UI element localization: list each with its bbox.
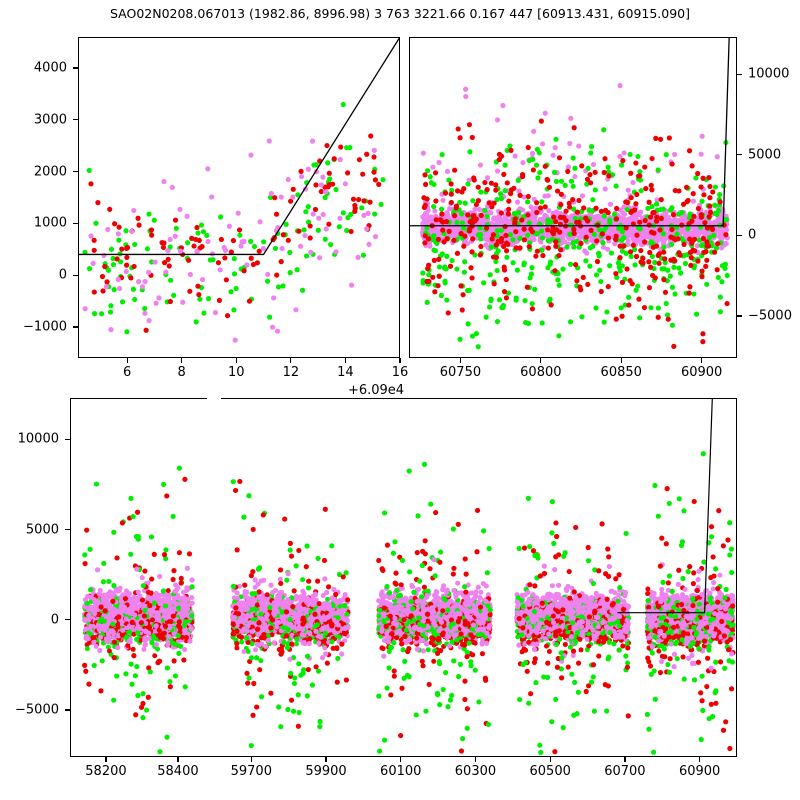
scatter-canvas-zoom-recent: [78, 37, 400, 343]
x-tick-label: 60700: [604, 764, 646, 779]
plot-panel-full-baseline[interactable]: [70, 395, 737, 757]
y-tick-label: 1000: [33, 215, 67, 231]
x-tick-mark: [474, 757, 477, 762]
y-tick-label: 0: [50, 612, 59, 628]
y-tick-mark: [737, 315, 742, 317]
plot-area-full-baseline: [70, 398, 737, 757]
y-tick-label: −5000: [748, 308, 792, 324]
x-tick-label: 60900: [680, 365, 723, 380]
x-tick-label: 12: [282, 365, 300, 380]
y-tick-mark: [737, 154, 742, 156]
x-axis-offset-text: +6.09e4: [347, 383, 405, 398]
x-tick-mark: [624, 757, 626, 762]
y-tick-label: 3000: [33, 112, 67, 128]
x-tick-label: 60750: [439, 365, 482, 380]
figure-title: SAO02N0208.067013 (1982.86, 8996.98) 3 7…: [109, 6, 691, 21]
y-tick-label: −1000: [23, 319, 67, 335]
y-tick-mark: [737, 73, 742, 75]
x-tick-mark: [699, 757, 701, 762]
x-tick-mark: [400, 757, 402, 762]
y-tick-label: 4000: [33, 60, 67, 76]
x-tick-mark: [235, 358, 237, 363]
x-tick-label: 58200: [85, 764, 127, 779]
y-tick-label: 5000: [25, 522, 59, 538]
x-tick-mark: [177, 757, 179, 762]
plot-panel-zoom-recent[interactable]: [78, 37, 400, 358]
x-tick-label: 8: [177, 365, 186, 380]
x-tick-label: 16: [391, 365, 409, 380]
x-tick-label: 60800: [520, 365, 562, 380]
y-tick-label: 0: [58, 267, 67, 283]
x-tick-label: 60300: [454, 764, 497, 779]
x-tick-mark: [325, 757, 327, 762]
plot-panel-season-recent[interactable]: [409, 37, 737, 358]
x-tick-label: 6: [122, 365, 132, 380]
x-tick-label: 60500: [529, 764, 571, 779]
y-tick-label: 10000: [748, 66, 790, 82]
y-tick-label: 2000: [33, 164, 67, 180]
y-tick-label: 5000: [748, 147, 782, 163]
x-tick-mark: [344, 358, 346, 363]
x-tick-mark: [105, 757, 107, 762]
x-tick-label: 58400: [157, 764, 199, 779]
x-tick-mark: [459, 358, 462, 363]
plot-area-zoom-recent: [78, 37, 400, 358]
scatter-canvas-full-baseline: [81, 398, 736, 757]
x-tick-label: 60100: [380, 764, 422, 779]
x-tick-mark: [250, 757, 252, 762]
x-tick-mark: [549, 757, 551, 762]
x-tick-mark: [290, 358, 292, 363]
x-tick-mark: [181, 358, 183, 363]
x-tick-label: 60900: [678, 764, 721, 779]
x-tick-mark: [540, 358, 542, 363]
y-tick-label: −5000: [15, 702, 59, 718]
scatter-canvas-season-recent: [409, 37, 730, 358]
y-tick-label: 10000: [17, 431, 59, 447]
x-tick-mark: [620, 358, 622, 363]
x-tick-label: 59700: [230, 764, 272, 779]
x-tick-label: 60850: [600, 365, 642, 380]
axis-break-gap: [206, 395, 222, 401]
x-tick-label: 14: [337, 365, 354, 380]
x-tick-label: 10: [227, 365, 245, 380]
plot-area-season-recent: [409, 37, 737, 358]
x-tick-mark: [701, 358, 703, 363]
y-tick-mark: [737, 234, 742, 236]
x-tick-label: 59900: [305, 764, 347, 779]
x-tick-mark: [399, 358, 401, 363]
x-tick-mark: [126, 358, 128, 363]
y-tick-label: 0: [748, 227, 757, 243]
